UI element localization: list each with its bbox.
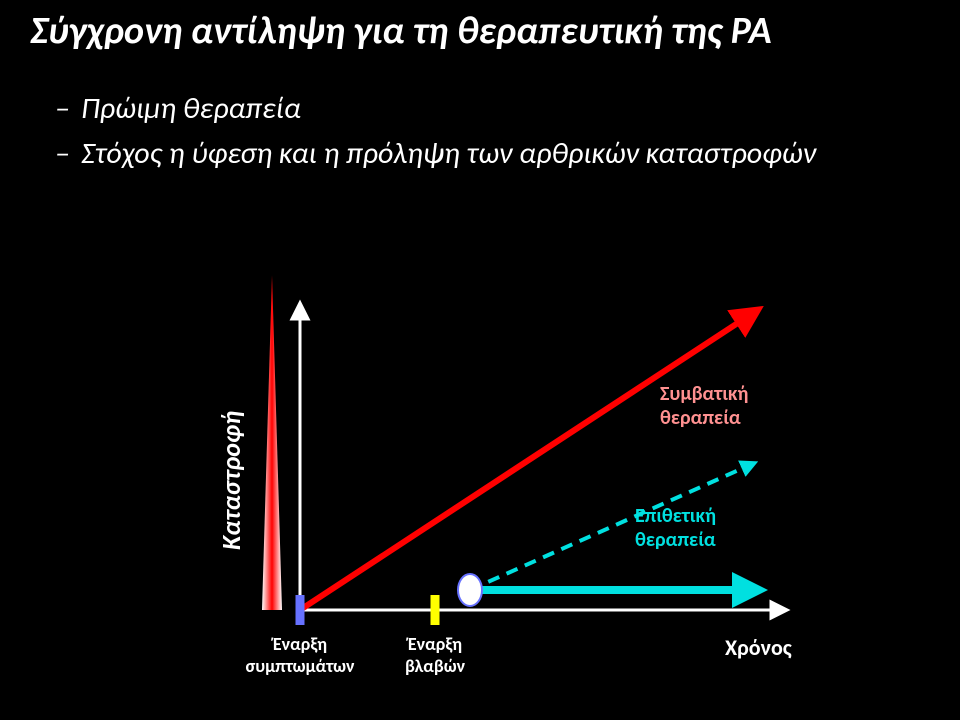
tick-label: Έναρξη (406, 633, 462, 655)
chart-svg: Καταστροφή Έναρξη συμπτωμάτων Έναρξη βλα… (150, 260, 830, 690)
slide-container: { "title": { "text": "Σύγχρονη αντίληψη … (0, 0, 960, 720)
conventional-label: Συμβατική (660, 382, 748, 406)
tick-label: Έναρξη (271, 633, 327, 655)
y-axis-label: Καταστροφή (215, 411, 247, 550)
destruction-time-chart: Καταστροφή Έναρξη συμπτωμάτων Έναρξη βλα… (150, 260, 830, 690)
therapy-start-marker (458, 574, 482, 606)
bullet-text: Πρώιμη θεραπεία (81, 90, 301, 127)
bullet-item: Πρώιμη θεραπεία (55, 90, 816, 127)
x-axis-label: Χρόνος (725, 634, 792, 661)
title-text: Σύγχρονη αντίληψη για τη θεραπευτική της… (30, 8, 772, 54)
bullet-text: Στόχος η ύφεση και η πρόληψη των αρθρικώ… (81, 135, 816, 172)
tick-label: βλαβών (405, 655, 466, 677)
bullet-item: Στόχος η ύφεση και η πρόληψη των αρθρικώ… (55, 135, 816, 172)
tick-label: συμπτωμάτων (245, 655, 355, 677)
aggressive-label: Επιθετική (635, 504, 716, 528)
gradient-spike (262, 275, 282, 610)
aggressive-label: θεραπεία (635, 528, 716, 552)
slide-title: Σύγχρονη αντίληψη για τη θεραπευτική της… (30, 8, 772, 54)
bullet-list: Πρώιμη θεραπεία Στόχος η ύφεση και η πρό… (55, 90, 816, 180)
conventional-label: θεραπεία (660, 406, 741, 430)
